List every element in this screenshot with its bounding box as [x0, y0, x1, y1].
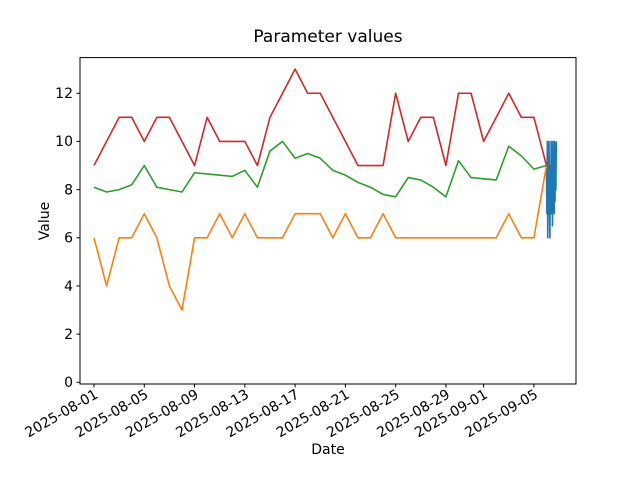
series-3-green-line	[93, 140, 547, 198]
chart-title: Parameter values	[253, 27, 403, 47]
series-4-red-line	[93, 68, 548, 167]
y-tick-label: 8	[64, 182, 73, 198]
y-tick-label: 6	[64, 231, 73, 247]
axes-frame	[79, 57, 577, 385]
y-tick-label: 0	[64, 375, 73, 391]
x-axis-label: Date	[311, 442, 345, 458]
y-tick-label: 12	[55, 86, 73, 102]
y-tick-label: 4	[64, 279, 73, 295]
y-tick-label: 10	[55, 134, 73, 150]
series-1-blue-line	[545, 140, 558, 239]
y-axis-label: Value	[37, 201, 53, 241]
y-tick-label: 2	[64, 327, 73, 343]
series-2-orange-line	[93, 165, 548, 311]
